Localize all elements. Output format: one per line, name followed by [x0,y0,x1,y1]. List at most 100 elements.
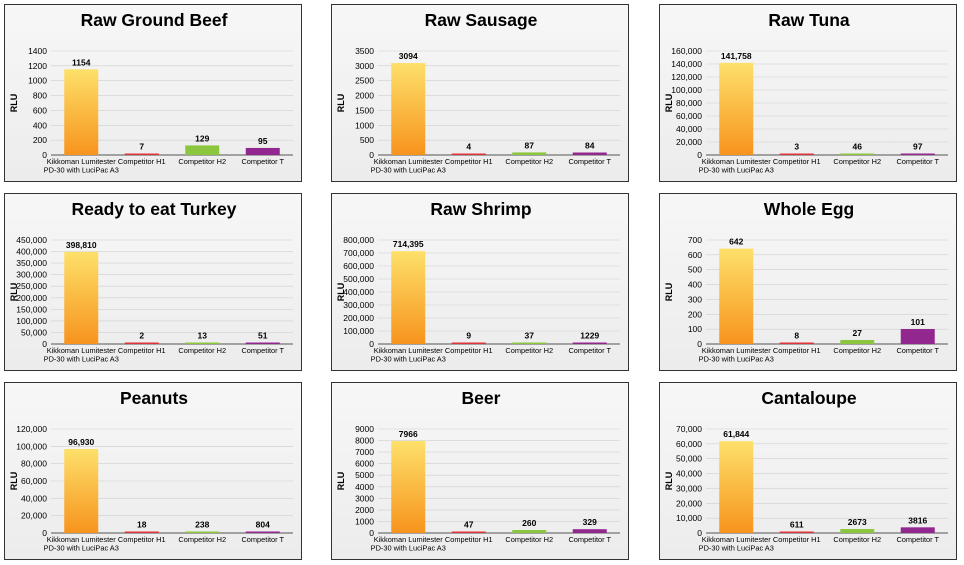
x-category-label: Competitor H2 [833,535,881,544]
bar-chart: Whole Egg RLU 0 100 200 300 400 500 600 700 642 Kik… [664,199,948,364]
bar [451,153,486,155]
x-category-label: Kikkoman Lumitester [47,346,117,355]
y-tick-label: 500 [688,265,702,275]
y-tick-label: 200 [33,135,47,145]
bar [124,342,159,344]
y-tick-label: 40,000 [21,493,47,503]
x-category-label: Competitor H2 [505,157,553,166]
data-label: 1229 [580,331,599,341]
y-tick-label: 120,000 [671,72,702,82]
bar [391,440,426,533]
data-label: 1154 [72,57,91,67]
data-label: 96,930 [68,437,94,447]
chart-title: Raw Tuna [768,10,850,30]
y-tick-label: 400,000 [343,287,374,297]
x-category-label: Competitor H2 [178,535,226,544]
x-category-label: Competitor T [241,346,284,355]
y-tick-label: 1200 [28,61,47,71]
y-tick-label: 140,000 [671,59,702,69]
data-label: 4 [466,142,471,152]
bar [719,62,754,155]
y-tick-label: 160,000 [671,46,702,56]
y-tick-label: 300,000 [16,270,47,280]
bar [900,153,935,155]
y-axis-label: RLU [9,283,19,302]
x-category-label: PD-30 with LuciPac A3 [371,355,446,364]
data-label: 2673 [848,517,867,527]
x-category-label: Competitor H2 [833,346,881,355]
bar [391,63,426,156]
x-category-label: Competitor H1 [773,157,821,166]
data-label: 129 [195,133,209,143]
y-axis-label: RLU [664,283,674,302]
y-tick-label: 100,000 [16,316,47,326]
data-label: 87 [525,140,535,150]
x-category-label: Competitor H1 [118,346,166,355]
data-label: 61,844 [723,429,749,439]
x-category-label: Competitor H1 [118,535,166,544]
y-tick-label: 0 [697,339,702,349]
bar [245,342,280,344]
y-tick-label: 150,000 [16,304,47,314]
chart-title: Raw Sausage [425,10,538,30]
bar-chart: Cantaloupe RLU 0 10,000 20,000 30,000 40,000 50… [664,388,948,553]
data-label: 3816 [908,515,927,525]
y-tick-label: 30,000 [676,483,702,493]
bar [840,529,875,533]
x-category-label: Competitor H1 [445,157,493,166]
bar [245,147,280,155]
data-label: 329 [583,517,597,527]
x-category-label: Kikkoman Lumitester [702,535,772,544]
data-label: 13 [198,331,208,341]
data-label: 7966 [399,429,418,439]
bar [512,152,547,155]
y-axis-label: RLU [664,94,674,113]
y-tick-label: 400,000 [16,247,47,257]
x-category-label: Competitor H1 [445,535,493,544]
y-tick-label: 500 [360,135,374,145]
x-category-label: Kikkoman Lumitester [374,346,444,355]
bar [185,342,220,344]
x-category-label: Competitor H1 [445,346,493,355]
data-label: 97 [913,142,923,152]
x-category-label: Competitor T [568,346,611,355]
x-category-label: PD-30 with LuciPac A3 [699,355,774,364]
x-category-label: Competitor T [241,535,284,544]
data-label: 51 [258,331,268,341]
data-label: 398,810 [66,240,97,250]
chart-panel: Raw Sausage RLU 0 500 1000 1500 2000 2500 3000 35… [331,4,629,182]
x-category-label: Kikkoman Lumitester [702,157,772,166]
data-label: 8 [794,331,799,341]
chart-title: Raw Ground Beef [81,10,228,30]
bar [512,529,547,533]
y-axis-label: RLU [336,472,346,491]
bar-chart: Raw Tuna RLU 0 20,000 40,000 60,000 80,000 100,… [664,10,948,175]
y-tick-label: 9000 [355,424,374,434]
chart-panel: Whole Egg RLU 0 100 200 300 400 500 600 700 642 Kik… [659,193,957,371]
chart-panel: Raw Tuna RLU 0 20,000 40,000 60,000 80,000 100,… [659,4,957,182]
bar [185,145,220,155]
y-tick-label: 800 [33,91,47,101]
data-label: 714,395 [393,239,424,249]
bar [572,152,607,155]
bar [512,342,547,344]
y-tick-label: 350,000 [16,258,47,268]
y-axis-label: RLU [336,94,346,113]
bar [719,248,754,344]
bar-chart: Raw Ground Beef RLU 0 200 400 600 800 1000 1200 1… [9,10,293,175]
bar [124,531,159,533]
y-tick-label: 400 [33,120,47,130]
y-tick-label: 0 [42,150,47,160]
y-tick-label: 600 [33,105,47,115]
y-tick-label: 200,000 [343,313,374,323]
x-category-label: Competitor H1 [118,157,166,166]
x-category-label: Kikkoman Lumitester [374,157,444,166]
data-label: 95 [258,136,268,146]
data-label: 47 [464,520,474,530]
y-tick-label: 3000 [355,61,374,71]
y-tick-label: 8000 [355,436,374,446]
data-label: 9 [466,331,471,341]
x-category-label: Competitor H2 [505,535,553,544]
y-tick-label: 1000 [28,76,47,86]
y-tick-label: 1000 [355,120,374,130]
